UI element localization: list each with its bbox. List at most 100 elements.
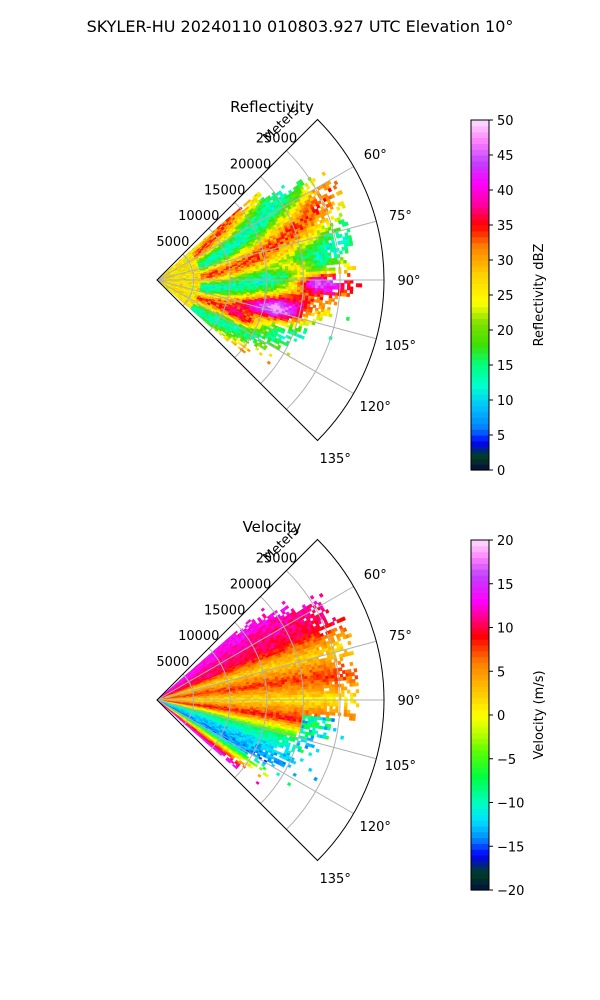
colorbar-segment xyxy=(471,201,489,209)
radar-cell xyxy=(305,271,310,276)
colorbar-segment xyxy=(471,452,489,459)
radar-cell xyxy=(343,259,347,264)
radar-cell xyxy=(291,274,295,278)
radar-cell xyxy=(256,276,260,279)
radar-cell xyxy=(236,338,241,342)
radar-cell xyxy=(338,212,343,218)
radar-cell xyxy=(320,288,324,292)
radar-cell xyxy=(346,286,351,291)
colorbar-segment xyxy=(471,155,489,162)
radar-cell xyxy=(332,270,336,275)
radar-cell xyxy=(341,204,346,209)
colorbar-tick-label: 35 xyxy=(497,219,514,234)
radar-cell xyxy=(293,267,298,271)
figure-title: SKYLER-HU 20240110 010803.927 UTC Elevat… xyxy=(87,17,514,36)
radar-cell xyxy=(334,295,339,300)
radar-cell xyxy=(317,290,321,295)
radar-cell xyxy=(326,288,330,293)
colorbar-segment xyxy=(471,195,489,203)
radar-cell xyxy=(294,286,298,291)
colorbar-segment xyxy=(471,300,489,308)
colorbar-tick-label: 15 xyxy=(497,359,514,374)
colorbar-label: Reflectivity dBZ xyxy=(532,244,547,347)
radar-cell xyxy=(314,271,319,275)
radar-cell xyxy=(350,279,354,284)
radar-cell xyxy=(344,221,349,227)
radar-cell xyxy=(323,291,327,296)
radar-cell xyxy=(331,261,336,265)
azimuth-tick-label: 135° xyxy=(320,452,351,467)
radar-cell xyxy=(314,274,319,278)
colorbar-segment xyxy=(471,376,489,384)
colorbar-segment xyxy=(471,172,489,179)
colorbar-segment xyxy=(471,236,489,244)
colorbar-segment xyxy=(471,131,489,139)
radar-cell xyxy=(358,283,363,288)
radar-cell xyxy=(317,274,322,278)
colorbar-segment xyxy=(471,359,489,366)
radar-cell xyxy=(281,600,286,606)
colorbar-segment xyxy=(471,225,489,232)
radar-cell xyxy=(282,275,287,278)
radar-cell xyxy=(296,267,301,271)
colorbar-tick-label: 45 xyxy=(497,149,514,164)
colorbar-segment xyxy=(471,137,489,144)
radar-cell xyxy=(335,285,339,290)
radar-cell xyxy=(291,282,295,286)
radar-cell xyxy=(344,249,349,254)
colorbar-segment xyxy=(471,248,489,255)
radar-cell xyxy=(305,266,310,270)
radar-cell xyxy=(297,287,301,291)
radar-cell xyxy=(276,283,281,287)
radar-cell xyxy=(308,263,312,267)
radar-cell xyxy=(318,317,323,322)
radar-cell xyxy=(297,269,301,273)
colorbar-tick-label: 25 xyxy=(497,289,514,304)
radar-cell xyxy=(320,265,324,269)
radar-cell xyxy=(296,264,301,268)
radar-cell xyxy=(262,274,266,277)
radar-cell xyxy=(347,273,351,277)
radar-cell xyxy=(311,285,316,289)
radar-cell xyxy=(343,289,348,294)
radar-cell xyxy=(314,262,318,267)
radar-cell xyxy=(322,261,327,266)
colorbar-segment xyxy=(471,335,489,343)
radar-cell xyxy=(335,206,341,211)
radar-cell xyxy=(259,274,263,277)
radar-cell xyxy=(305,284,310,289)
radar-cell xyxy=(328,294,333,299)
radar-cell xyxy=(288,270,292,274)
radar-cell xyxy=(341,282,345,287)
radar-cell xyxy=(317,265,321,270)
colorbar-segment xyxy=(471,382,489,389)
radar-cell xyxy=(311,282,316,286)
radar-cell xyxy=(320,282,325,287)
radar-cell xyxy=(352,265,357,270)
radar-cell xyxy=(308,285,313,289)
radar-cell xyxy=(343,292,348,297)
radar-cell xyxy=(270,283,275,287)
radar-cell xyxy=(276,275,281,279)
radar-cell xyxy=(316,262,321,267)
radar-cell xyxy=(271,281,275,285)
radar-cell xyxy=(306,274,310,278)
colorbar-segment xyxy=(471,318,489,325)
radar-cell xyxy=(326,282,331,287)
colorbar-segment xyxy=(471,190,489,197)
azimuth-tick-label: 60° xyxy=(364,148,387,163)
colorbar-segment xyxy=(471,347,489,354)
radar-cell xyxy=(312,304,317,309)
radar-cell xyxy=(234,630,239,635)
colorbar-segment xyxy=(471,440,489,448)
colorbar-segment xyxy=(471,166,489,174)
radar-cell xyxy=(346,293,351,298)
azimuth-tick-label: 75° xyxy=(389,209,412,224)
radar-cell xyxy=(314,293,318,298)
radar-cell xyxy=(285,268,289,272)
radar-cell xyxy=(288,268,292,272)
radar-cell xyxy=(319,296,324,301)
radar-cell xyxy=(273,273,278,277)
radar-cell xyxy=(257,193,262,198)
radar-cell xyxy=(320,285,325,289)
